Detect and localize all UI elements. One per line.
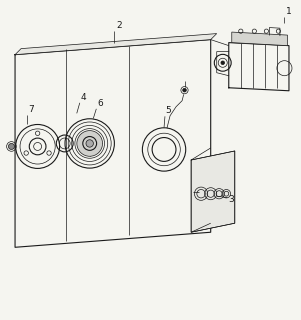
Text: 2: 2 <box>116 21 122 30</box>
Circle shape <box>77 131 103 156</box>
Polygon shape <box>232 32 287 46</box>
Text: 6: 6 <box>97 99 103 108</box>
Polygon shape <box>191 151 235 232</box>
Text: 1: 1 <box>286 6 292 15</box>
Text: 4: 4 <box>81 93 86 102</box>
Text: 3: 3 <box>228 195 234 204</box>
Circle shape <box>221 61 225 65</box>
Text: 7: 7 <box>28 105 34 114</box>
Circle shape <box>183 88 186 92</box>
Text: 5: 5 <box>166 107 171 116</box>
Circle shape <box>86 140 93 147</box>
Circle shape <box>8 143 14 149</box>
Polygon shape <box>15 34 217 55</box>
